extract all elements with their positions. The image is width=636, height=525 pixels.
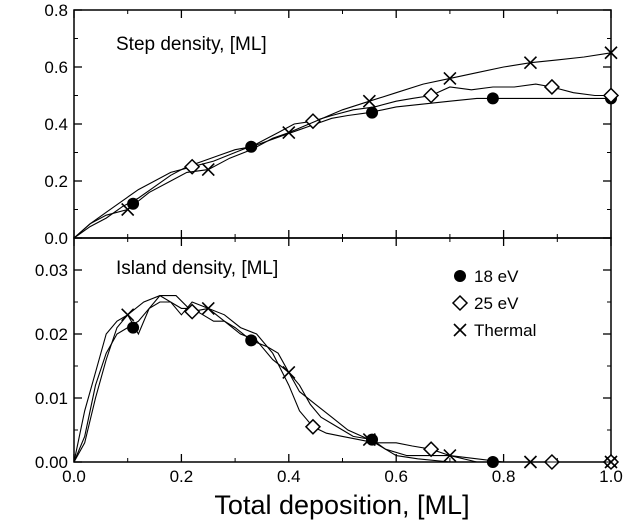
data-point-25-ev	[602, 87, 620, 104]
top-series-group	[73, 46, 620, 239]
x-tick-label: 1.0	[599, 467, 623, 486]
y-tick-label: 0.03	[35, 261, 68, 280]
data-point-thermal	[121, 308, 135, 322]
data-point-25-ev	[423, 441, 440, 458]
data-point-18-ev	[486, 92, 499, 105]
data-point-25-ev	[543, 78, 560, 96]
top-panel: 0.0 0.2 0.4 0.6 0.8 Step density, [ML]	[44, 1, 620, 248]
series-25-ev	[73, 78, 620, 239]
bottom-panel-title: Island density, [ML]	[116, 258, 278, 279]
data-point-thermal	[282, 125, 296, 140]
data-point-25-ev	[423, 87, 440, 104]
data-point-thermal	[604, 46, 618, 60]
series-thermal	[73, 294, 618, 469]
y-tick-label: 0.8	[44, 1, 68, 20]
data-point-thermal	[523, 455, 538, 469]
x-tick-label: 0.8	[492, 467, 516, 486]
legend-marker-18-ev	[454, 270, 466, 282]
data-point-25-ev	[184, 303, 201, 320]
data-point-18-ev	[245, 140, 258, 153]
y-tick-label: 0.01	[35, 389, 68, 408]
series-18-ev	[73, 92, 617, 239]
data-point-25-ev	[184, 158, 201, 175]
series-line-18-ev	[73, 97, 611, 239]
legend-marker-25-ev	[451, 294, 469, 312]
data-point-thermal	[201, 301, 215, 315]
data-point-thermal	[523, 56, 538, 70]
data-point-thermal	[443, 71, 457, 85]
x-tick-label: 0.2	[170, 467, 194, 486]
data-point-18-ev	[366, 106, 379, 119]
y-tick-label: 0.00	[35, 453, 68, 472]
x-tick-label: 0.0	[62, 467, 86, 486]
legend-label-18-ev: 18 eV	[474, 267, 519, 286]
legend-label-thermal: Thermal	[474, 321, 536, 340]
x-axis-label: Total deposition, [ML]	[214, 490, 469, 520]
data-point-thermal	[201, 163, 215, 177]
y-tick-label: 0.02	[35, 325, 68, 344]
y-tick-label: 0.6	[44, 58, 68, 77]
series-line-thermal	[73, 52, 612, 239]
data-point-thermal	[362, 433, 376, 447]
data-point-25-ev	[304, 418, 322, 435]
data-point-thermal	[362, 94, 376, 108]
series-line-25-ev	[73, 83, 611, 239]
data-point-thermal	[282, 365, 296, 379]
data-point-25-ev	[304, 113, 322, 130]
x-tick-label: 0.4	[277, 467, 301, 486]
data-point-thermal	[443, 449, 457, 463]
bottom-panel: 0.00 0.01 0.02 0.03 0.0 0.2 0.4 0.6 0.8 1.0 Islan…	[35, 237, 623, 486]
y-tick-label: 0.4	[44, 115, 68, 134]
top-axis-ticks: 0.0 0.2 0.4 0.6 0.8	[44, 1, 612, 248]
series-thermal	[73, 46, 618, 239]
legend-marker-thermal	[453, 323, 467, 337]
bottom-series-group	[73, 294, 620, 471]
top-panel-title: Step density, [ML]	[116, 34, 267, 55]
bottom-axis-ticks: 0.00 0.01 0.02 0.03 0.0 0.2 0.4 0.6 0.8 1.0	[35, 238, 623, 486]
legend: 18 eV 25 eV Thermal	[451, 267, 536, 340]
legend-label-25-ev: 25 eV	[474, 294, 519, 313]
series-25-ev	[73, 295, 620, 471]
data-point-thermal	[604, 455, 618, 469]
y-tick-label: 0.0	[44, 229, 68, 248]
x-tick-label: 0.6	[384, 467, 408, 486]
data-point-thermal	[121, 202, 135, 217]
y-tick-label: 0.2	[44, 172, 68, 191]
